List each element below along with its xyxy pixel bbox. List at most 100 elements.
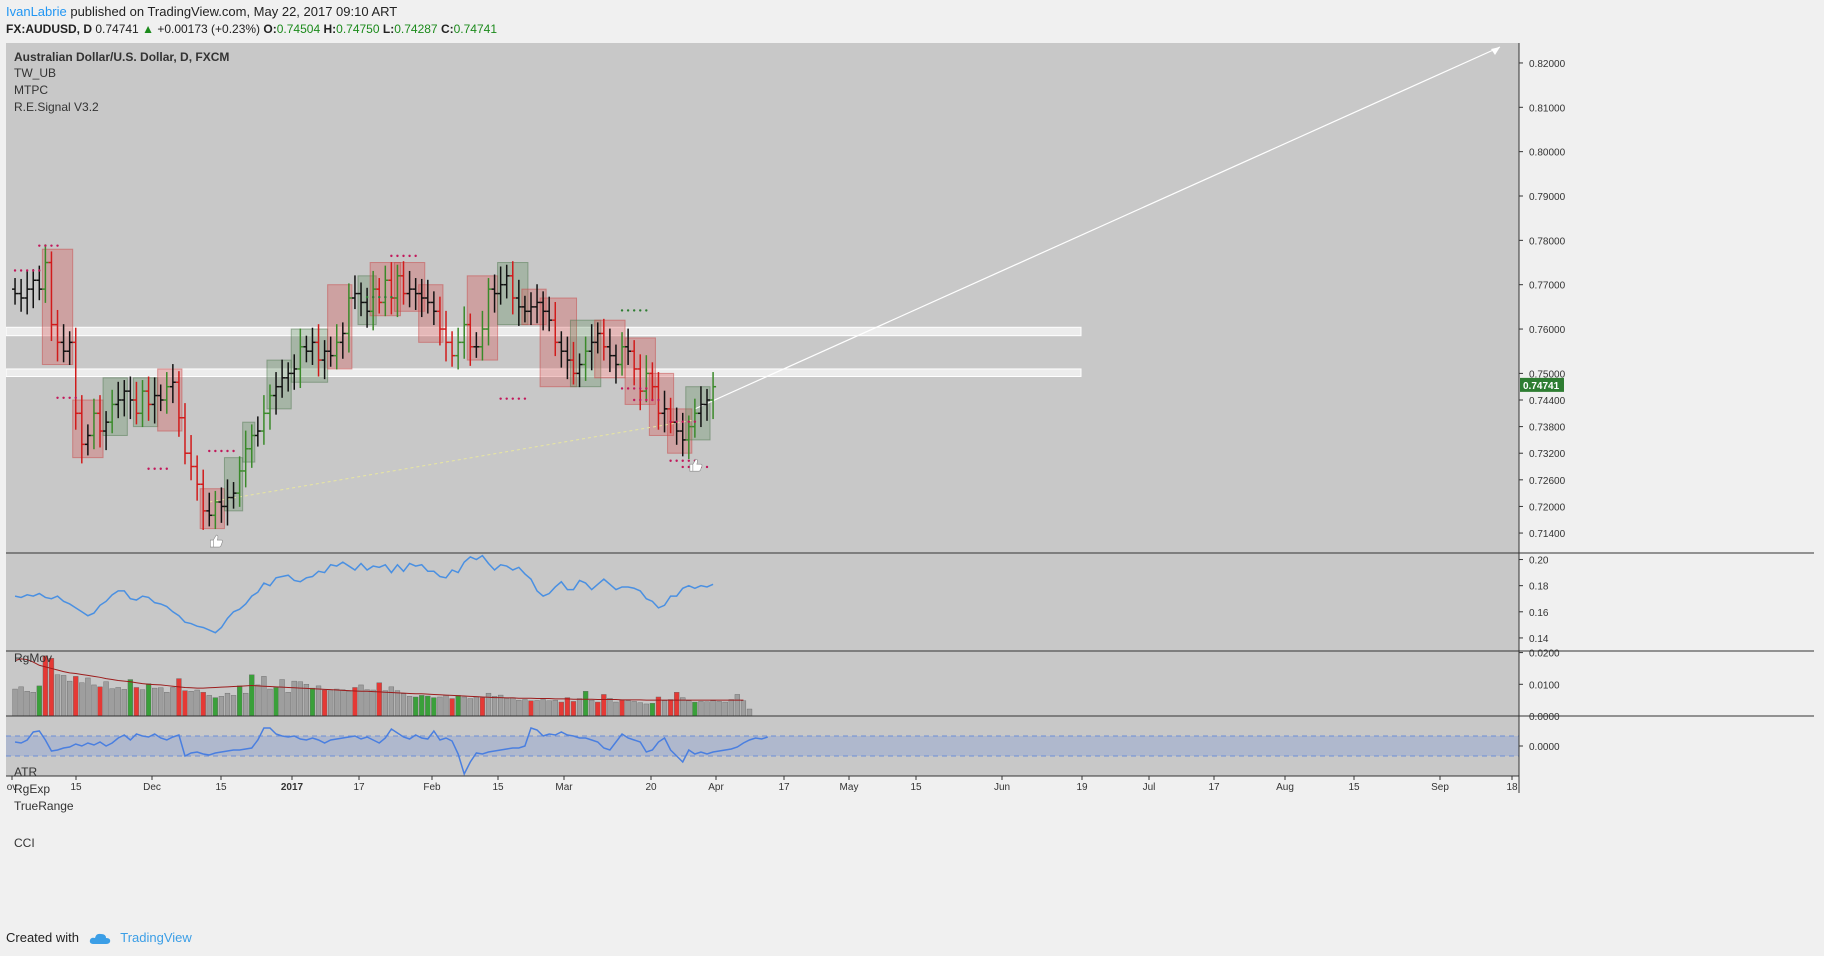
signal-dot — [645, 309, 648, 312]
truerange-bar — [419, 695, 425, 717]
truerange-bar — [425, 695, 431, 717]
truerange-bar — [601, 694, 607, 717]
truerange-bar — [528, 700, 534, 717]
time-tick-label: 2017 — [281, 782, 304, 793]
cci-tick-label: 0.0000 — [1529, 742, 1560, 753]
main-title: Australian Dollar/U.S. Dollar, D, FXCM — [14, 50, 229, 64]
time-tick-label: Feb — [423, 782, 441, 793]
time-tick-label: May — [840, 782, 859, 793]
low-value: 0.74287 — [394, 22, 438, 36]
truerange-bar — [267, 688, 273, 717]
truerange-bar — [346, 691, 352, 717]
tradingview-cloud-icon — [89, 933, 110, 944]
signal-dot — [657, 398, 660, 402]
atr-tick-label: 0.0200 — [1529, 649, 1560, 660]
truerange-bar — [18, 686, 24, 717]
truerange-bar — [692, 701, 698, 717]
signal-dot — [153, 467, 156, 470]
truerange-bar — [188, 691, 194, 717]
low-label: L: — [382, 22, 395, 36]
truerange-bar — [546, 700, 552, 717]
truerange-bar — [625, 700, 631, 717]
dotted-trendline — [209, 419, 695, 503]
signal-dot — [165, 467, 168, 470]
time-tick-label: Sep — [1431, 782, 1449, 793]
truerange-bar — [570, 701, 577, 717]
chart-svg[interactable]: 0.82000 0.81000 0.80000 0.79000 0.78000 0.770… — [5, 43, 1814, 920]
truerange-bar — [152, 687, 158, 717]
price-tick-label: 0.73200 — [1529, 449, 1566, 460]
truerange-bar — [236, 685, 243, 717]
last-price-tag-label: 0.74741 — [1523, 381, 1560, 392]
high-label: H: — [323, 22, 337, 36]
rgmov-tick-label: 0.18 — [1529, 582, 1549, 593]
truerange-bar — [534, 700, 540, 717]
truerange-bar — [60, 675, 67, 717]
truerange-bar — [224, 692, 231, 717]
price-tick-label: 0.78000 — [1529, 236, 1566, 247]
time-tick-label: Dec — [143, 782, 161, 793]
bearish-box — [418, 284, 444, 343]
signal-dot — [626, 387, 630, 390]
truerange-bar — [516, 699, 522, 717]
price-change: +0.00173 (+0.23%) — [157, 22, 261, 36]
time-tick-label: 15 — [910, 782, 922, 793]
truerange-bar — [12, 688, 18, 717]
truerange-bar — [85, 677, 91, 717]
truerange-bar — [230, 695, 237, 717]
atr-tick-label: 0.0100 — [1529, 680, 1560, 691]
truerange-bar — [91, 684, 97, 717]
close-value: 0.74741 — [453, 22, 498, 36]
truerange-bar — [364, 689, 370, 717]
time-tick-label: ov — [7, 782, 18, 793]
truerange-bar — [334, 688, 340, 717]
truerange-bar — [382, 690, 388, 717]
truerange-bar — [674, 692, 680, 717]
thumbs-up-icon — [210, 534, 223, 548]
signal-dot — [675, 459, 678, 462]
truerange-bar — [710, 700, 716, 717]
signal-dot — [645, 387, 648, 390]
truerange-bar — [315, 685, 322, 717]
truerange-bar — [388, 686, 395, 717]
tradingview-brand[interactable]: TradingView — [120, 930, 192, 945]
signal-dot — [511, 397, 514, 400]
rgexp-title: RgExp — [14, 782, 50, 796]
truerange-bar — [255, 684, 261, 717]
truerange-bar — [127, 679, 133, 717]
truerange-bar — [746, 708, 753, 717]
signal-dot — [390, 254, 393, 258]
cci-band — [6, 736, 1519, 756]
signal-dot — [38, 244, 41, 247]
truerange-bar — [24, 691, 30, 717]
bearish-box — [521, 288, 547, 326]
cci-title: CCI — [14, 836, 35, 850]
truerange-bar — [194, 689, 200, 717]
truerange-bar — [376, 682, 382, 717]
truerange-bar — [413, 696, 419, 717]
signal-dot — [402, 254, 405, 258]
truerange-bar — [740, 700, 747, 717]
signal-dot — [13, 269, 17, 272]
truerange-bar — [455, 695, 461, 717]
time-tick-label: Mar — [555, 782, 573, 793]
truerange-bar — [133, 687, 140, 717]
truerange-bar — [595, 701, 601, 717]
time-tick-label: 15 — [1348, 782, 1360, 793]
published-text: published on TradingView.com, May 22, 20… — [70, 4, 398, 19]
signal-dot — [645, 398, 648, 402]
truerange-bar — [504, 698, 510, 717]
signal-dot — [651, 398, 654, 402]
bullish-box — [242, 421, 256, 463]
signal-dot — [639, 387, 642, 390]
last-price-tag — [1520, 377, 1564, 392]
signal-dot — [681, 465, 684, 469]
price-tick-label: 0.74400 — [1529, 396, 1566, 407]
author-link[interactable]: IvanLabrie — [6, 4, 67, 19]
truerange-bar — [686, 700, 692, 717]
indicator-mtpc: MTPC — [14, 83, 48, 97]
projection-arrowhead — [1491, 46, 1500, 55]
chart-container[interactable]: 0.82000 0.81000 0.80000 0.79000 0.78000 0.770… — [5, 43, 1814, 920]
truerange-bar — [370, 689, 376, 717]
truerange-bar — [558, 701, 564, 717]
